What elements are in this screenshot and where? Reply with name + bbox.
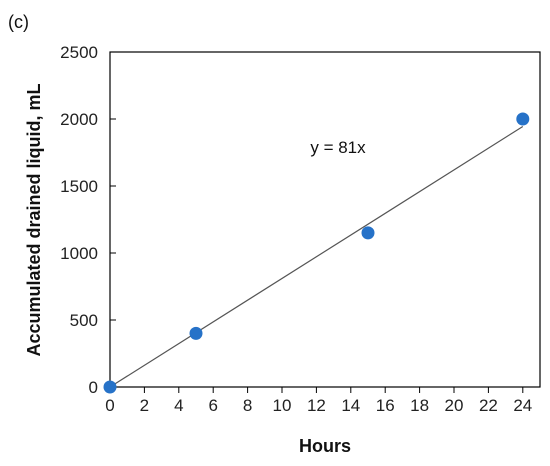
x-axis-ticks: 0 2 4 6 8 10 12 14 16 18 20 22 24 xyxy=(105,387,532,415)
data-point xyxy=(103,380,117,394)
x-tick-label: 4 xyxy=(174,396,183,415)
y-tick-label: 2500 xyxy=(60,43,98,62)
y-tick-label: 1500 xyxy=(60,177,98,196)
x-tick-label: 6 xyxy=(208,396,217,415)
x-tick-label: 2 xyxy=(140,396,149,415)
x-tick-label: 12 xyxy=(307,396,326,415)
x-tick-label: 20 xyxy=(445,396,464,415)
x-tick-label: 16 xyxy=(376,396,395,415)
data-point xyxy=(361,226,375,240)
data-points xyxy=(103,112,530,394)
x-tick-label: 8 xyxy=(243,396,252,415)
x-tick-label: 18 xyxy=(410,396,429,415)
x-tick-label: 14 xyxy=(341,396,360,415)
data-point xyxy=(516,112,530,126)
y-tick-label: 1000 xyxy=(60,244,98,263)
plot-area xyxy=(109,51,541,388)
panel-label: (c) xyxy=(8,12,29,32)
x-tick-label: 22 xyxy=(479,396,498,415)
y-tick-label: 2000 xyxy=(60,110,98,129)
y-tick-label: 500 xyxy=(70,311,98,330)
y-tick-label: 0 xyxy=(89,378,98,397)
x-tick-label: 0 xyxy=(105,396,114,415)
x-tick-label: 10 xyxy=(273,396,292,415)
trendline-equation: y = 81x xyxy=(310,138,366,157)
data-point xyxy=(189,326,203,340)
y-axis-ticks: 0 500 1000 1500 2000 2500 xyxy=(60,43,116,397)
y-axis-title: Accumulated drained liquid, mL xyxy=(24,83,44,356)
x-tick-label: 24 xyxy=(513,396,532,415)
x-axis-title: Hours xyxy=(299,436,351,456)
trendline xyxy=(109,125,524,388)
